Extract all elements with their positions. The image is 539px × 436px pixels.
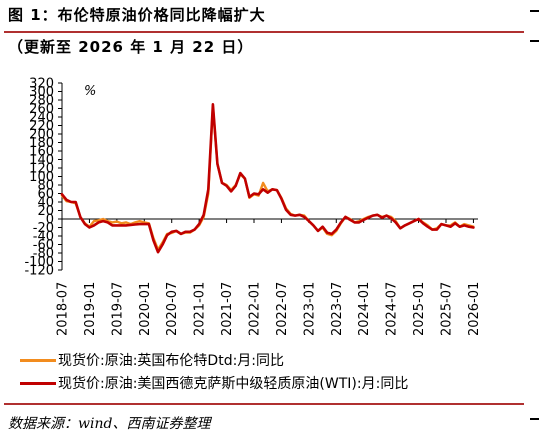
y-tick-label: 300	[29, 85, 54, 100]
x-axis: 2018-07 2019-01 2019-07 2020-01 2020-07 2021-…	[56, 218, 482, 336]
x-tick-label: 2020-01	[138, 282, 153, 336]
x-tick-label: 2023-01	[302, 282, 317, 336]
y-tick-label: 0	[46, 213, 54, 228]
legend-item-wti: 现货价:原油:美国西德克萨斯中级轻质原油(WTI):月:同比	[20, 373, 408, 393]
y-tick-label: 180	[29, 136, 54, 151]
x-tick-label: 2022-07	[275, 282, 290, 336]
y-tick-label: 60	[37, 187, 54, 202]
y-tick-label: -40	[33, 230, 54, 245]
chart-title: 图 1：布伦特原油价格同比降幅扩大	[8, 6, 266, 24]
y-tick-label: 160	[29, 145, 54, 160]
title-divider	[4, 31, 524, 33]
y-tick-label: 200	[29, 128, 54, 143]
x-tick-label: 2019-01	[83, 282, 98, 336]
y-tick-label: 20	[37, 204, 54, 219]
legend-swatch-brent	[20, 358, 56, 362]
legend-label-brent: 现货价:原油:英国布伦特Dtd:月:同比	[58, 353, 285, 369]
x-tick-label: 2025-07	[440, 282, 455, 336]
unit-label: %	[84, 84, 96, 99]
edge-mark-bottom	[530, 418, 539, 420]
footer-divider	[4, 403, 524, 405]
y-axis: -120-100-80-60-40-2002040608010012014016…	[24, 77, 63, 279]
y-tick-label: 240	[29, 111, 54, 126]
y-tick-label: 260	[29, 102, 54, 117]
edge-mark-middle	[530, 40, 539, 42]
x-tick-label: 2024-01	[357, 282, 372, 336]
y-tick-label: 220	[29, 119, 54, 134]
x-tick-label: 2018-07	[56, 282, 71, 336]
y-tick-label: 120	[29, 162, 54, 177]
y-tick-label: 140	[29, 153, 54, 168]
legend-item-brent: 现货价:原油:英国布伦特Dtd:月:同比	[20, 350, 284, 370]
series-layer	[60, 103, 475, 254]
y-tick-label: -60	[33, 238, 54, 253]
x-tick-label: 2019-07	[110, 282, 125, 336]
series-line-wti	[60, 103, 475, 254]
y-tick-label: 100	[29, 170, 54, 185]
y-tick-label: -20	[33, 221, 54, 236]
y-tick-label: 80	[37, 179, 54, 194]
y-tick-label: 280	[29, 94, 54, 109]
x-tick-label: 2021-01	[193, 282, 208, 336]
legend-swatch-wti	[20, 381, 56, 385]
y-tick-label: -120	[24, 264, 54, 279]
y-tick-label: 320	[29, 77, 54, 92]
x-tick-label: 2024-07	[385, 282, 400, 336]
x-tick-label: 2021-07	[220, 282, 235, 336]
x-tick-label: 2023-07	[330, 282, 345, 336]
series-line-brent	[60, 105, 475, 251]
x-tick-label: 2026-01	[467, 282, 482, 336]
x-tick-label: 2020-07	[165, 282, 180, 336]
legend-label-wti: 现货价:原油:美国西德克萨斯中级轻质原油(WTI):月:同比	[58, 376, 409, 392]
source-note: 数据来源：wind、西南证券整理	[8, 416, 211, 432]
edge-mark-top	[530, 10, 539, 12]
y-tick-label: 40	[37, 196, 54, 211]
x-tick-label: 2025-01	[412, 282, 427, 336]
x-tick-label: 2022-01	[248, 282, 263, 336]
y-tick-label: -100	[24, 255, 54, 270]
chart-subtitle: （更新至 2026 年 1 月 22 日）	[8, 38, 254, 56]
y-tick-label: -80	[33, 247, 54, 262]
